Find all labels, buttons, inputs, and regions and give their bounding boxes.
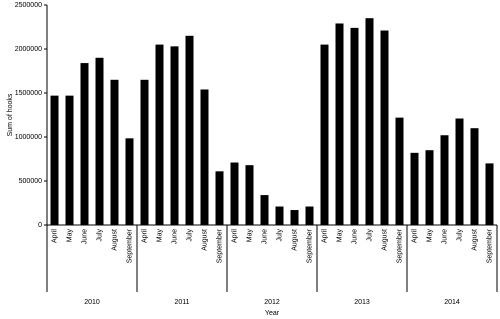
group-label: 2013 [354, 299, 370, 306]
x-tick-label: September [306, 228, 313, 263]
bar [185, 35, 194, 225]
bar [80, 63, 89, 225]
x-tick-label: May [426, 229, 433, 243]
x-axis-label: Year [265, 310, 280, 317]
bar [110, 79, 119, 225]
x-tick-label: August [111, 229, 118, 251]
bar [320, 44, 329, 225]
y-tick-label: 0 [38, 222, 42, 229]
x-tick-label: June [261, 229, 268, 244]
bar [305, 206, 314, 225]
bar [485, 163, 494, 225]
x-tick-label: April [411, 229, 418, 243]
x-tick-label: August [381, 229, 388, 251]
x-tick-label: August [471, 229, 478, 251]
bar [65, 95, 74, 225]
bar [125, 138, 134, 225]
group-label: 2014 [444, 299, 460, 306]
x-tick-label: August [201, 229, 208, 251]
bar [470, 128, 479, 225]
y-tick-label: 500000 [19, 178, 42, 185]
y-tick-label: 1000000 [15, 134, 42, 141]
y-tick-label: 2000000 [15, 46, 42, 53]
y-axis-label: Sum of hooks [7, 93, 14, 136]
group-label: 2010 [84, 299, 100, 306]
x-tick-label: April [231, 229, 238, 243]
bar [50, 95, 59, 225]
bar [350, 27, 359, 225]
bar [380, 30, 389, 225]
x-tick-label: May [66, 229, 73, 243]
x-tick-label: September [126, 228, 133, 263]
x-tick-label: April [321, 229, 328, 243]
group-label: 2012 [264, 299, 280, 306]
x-tick-label: April [51, 229, 58, 243]
bar [275, 206, 284, 225]
bar [230, 162, 239, 225]
x-tick-label: August [291, 229, 298, 251]
x-tick-label: July [276, 229, 283, 242]
x-tick-label: June [351, 229, 358, 244]
bar [425, 150, 434, 225]
x-tick-label: June [171, 229, 178, 244]
y-tick-label: 2500000 [15, 2, 42, 9]
x-tick-label: July [456, 229, 463, 242]
x-tick-label: September [486, 228, 493, 263]
x-tick-label: June [441, 229, 448, 244]
bar [410, 152, 419, 225]
x-tick-label: May [336, 229, 343, 243]
bar [95, 57, 104, 225]
bar [215, 171, 224, 225]
bar [170, 46, 179, 225]
x-tick-label: May [156, 229, 163, 243]
bar [365, 18, 374, 226]
y-tick-label: 1500000 [15, 90, 42, 97]
x-tick-label: May [246, 229, 253, 243]
bar [260, 195, 269, 225]
x-tick-label: July [366, 229, 373, 242]
x-tick-label: September [396, 228, 403, 263]
bar [200, 89, 209, 225]
bar [245, 165, 254, 225]
x-tick-label: April [141, 229, 148, 243]
x-tick-label: July [96, 229, 103, 242]
bar [455, 118, 464, 225]
x-tick-label: July [186, 229, 193, 242]
bar [440, 135, 449, 225]
bar [140, 79, 149, 225]
bar [155, 44, 164, 225]
bar [395, 117, 404, 225]
x-tick-label: June [81, 229, 88, 244]
bar [290, 210, 299, 225]
bar [335, 23, 344, 226]
x-tick-label: September [216, 228, 223, 263]
group-label: 2011 [174, 299, 189, 306]
